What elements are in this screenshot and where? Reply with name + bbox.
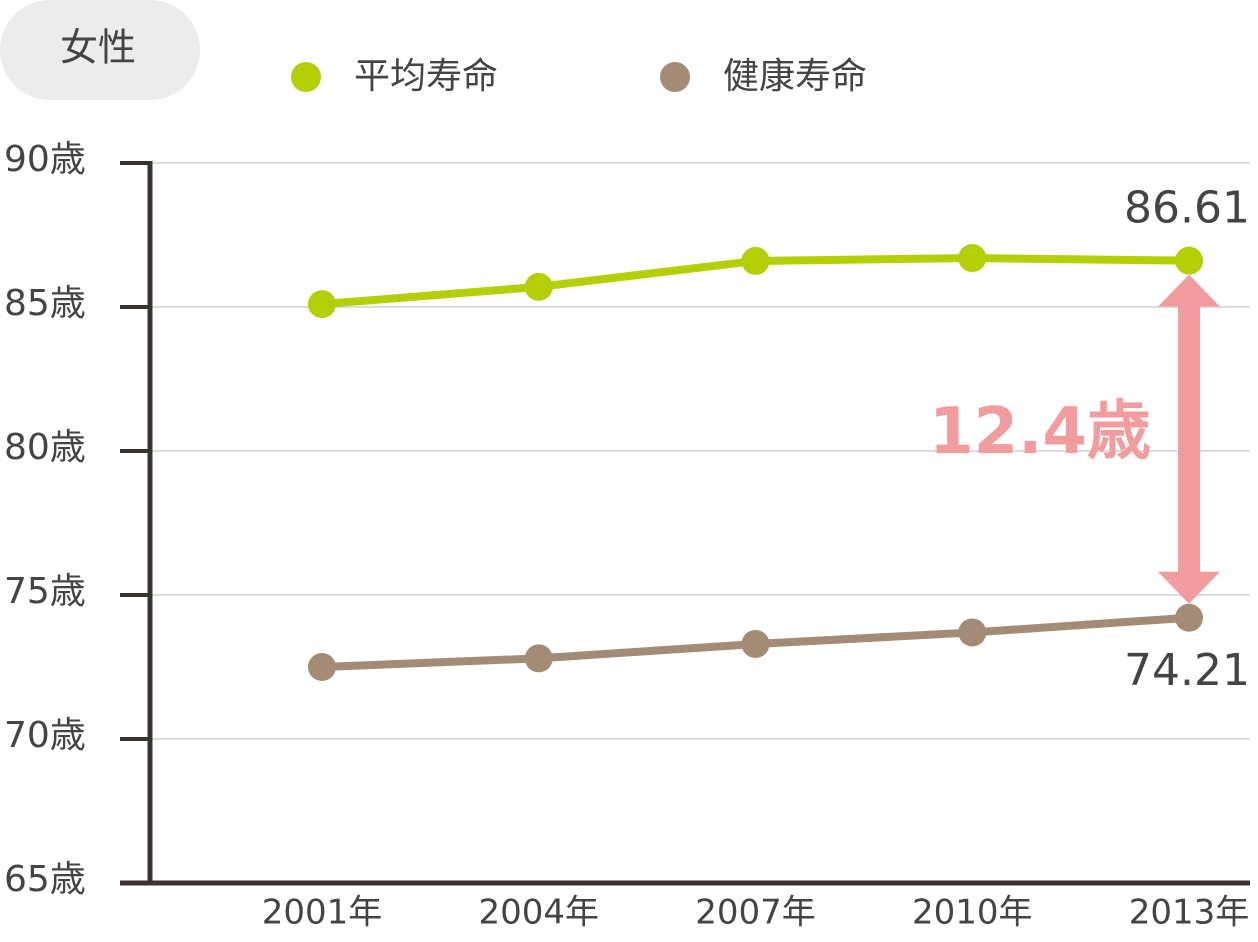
badge (0, 0, 200, 100)
data-point (308, 290, 336, 319)
x-tick-label: 2010年 (912, 893, 1033, 933)
gap-arrow-shaft (1178, 304, 1200, 574)
data-point (1175, 246, 1203, 275)
data-label: 74.21 (1124, 645, 1250, 696)
legend-label: 健康寿命 (723, 56, 867, 97)
x-tick-label: 2013年 (1129, 893, 1250, 933)
legend-label: 平均寿命 (354, 56, 498, 97)
data-point (958, 618, 987, 647)
legend-marker (291, 62, 321, 92)
y-tick-label: 85歳 (4, 283, 86, 324)
gap-arrow-head (1158, 274, 1220, 307)
y-tick-label: 75歳 (4, 571, 86, 612)
data-point (741, 246, 770, 275)
data-point (524, 272, 553, 301)
x-tick-label: 2001年 (262, 893, 383, 933)
y-tick-label: 80歳 (4, 427, 86, 468)
y-tick-label: 70歳 (4, 715, 86, 756)
x-tick-label: 2004年 (478, 893, 599, 933)
annotation: 12.4歳 (929, 395, 1151, 469)
x-tick-label: 2007年 (695, 893, 816, 933)
y-tick-label: 90歳 (4, 139, 86, 180)
data-point (524, 644, 553, 673)
gap-arrow-head (1158, 571, 1220, 604)
legend-marker (660, 62, 690, 92)
data-point (1175, 603, 1203, 632)
y-tick-label: 65歳 (4, 859, 86, 900)
data-point (741, 629, 770, 658)
data-point (958, 244, 987, 273)
data-point (308, 653, 336, 681)
badge-text: 女性 (60, 26, 136, 70)
data-label: 86.61 (1124, 183, 1250, 234)
